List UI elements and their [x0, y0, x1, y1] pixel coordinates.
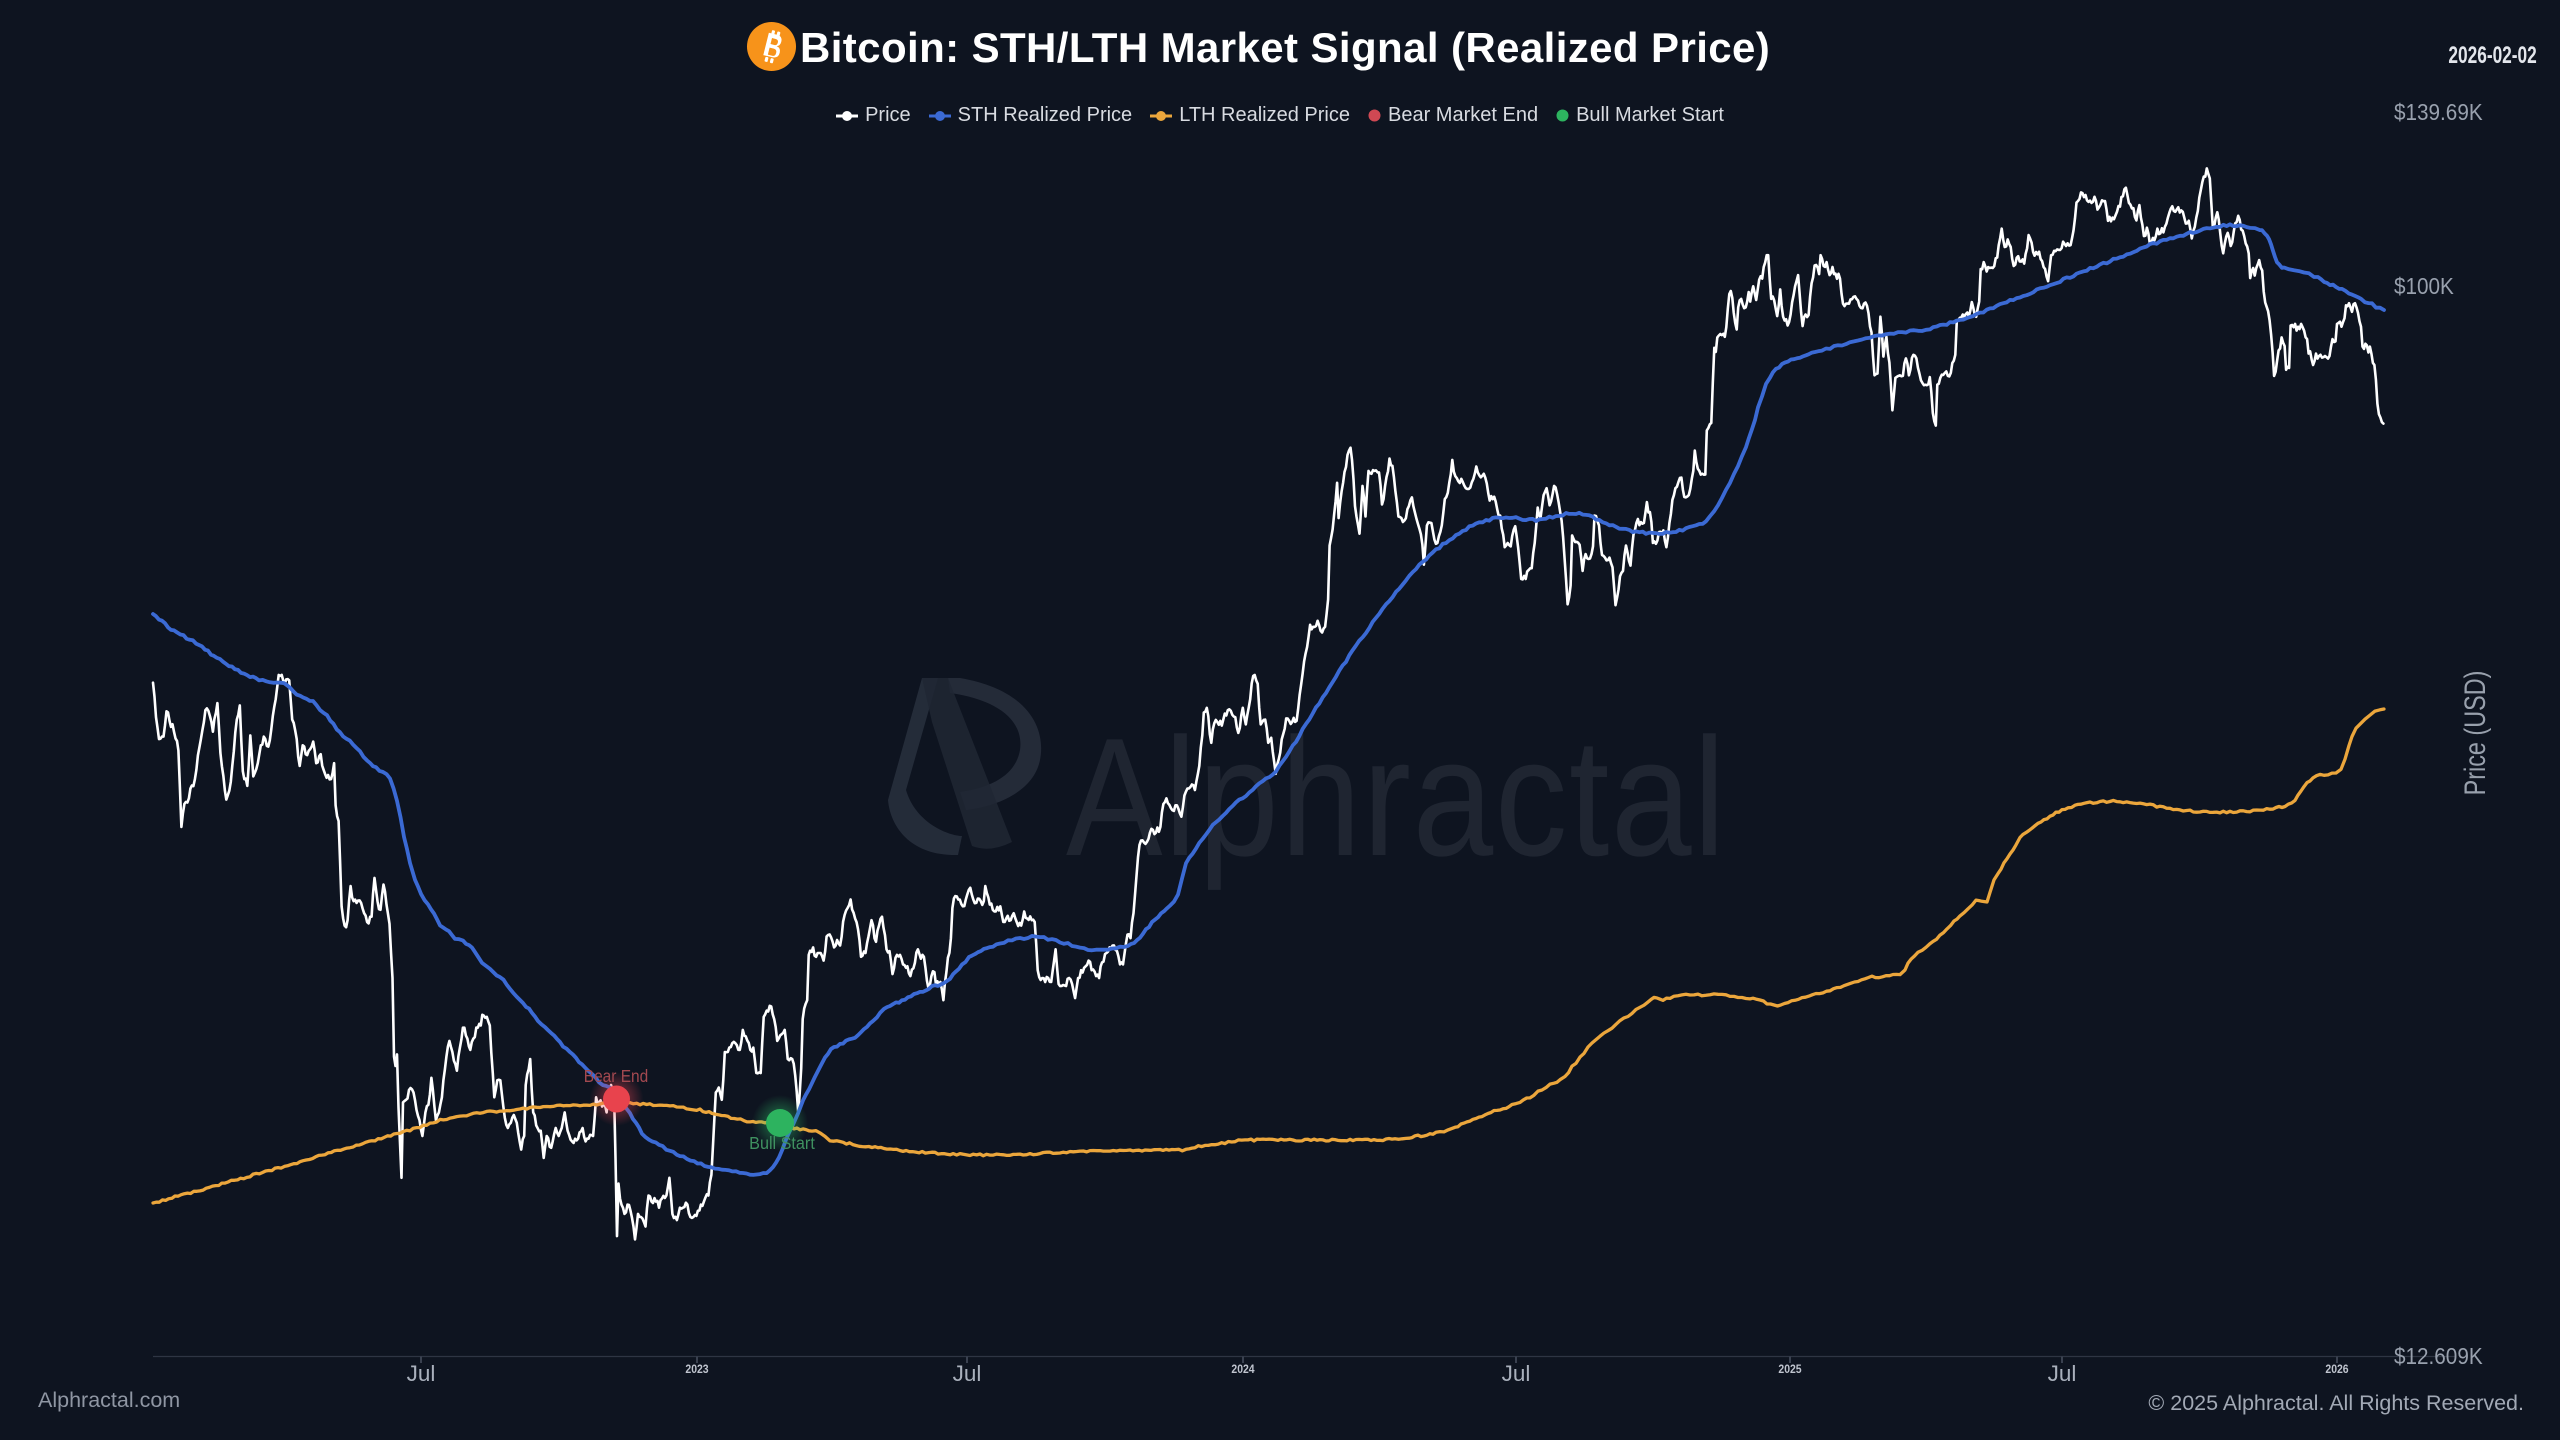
svg-text:Bull Start: Bull Start — [749, 1133, 815, 1153]
svg-text:Alphractal: Alphractal — [1066, 704, 1727, 891]
svg-text:Bear End: Bear End — [584, 1066, 648, 1086]
